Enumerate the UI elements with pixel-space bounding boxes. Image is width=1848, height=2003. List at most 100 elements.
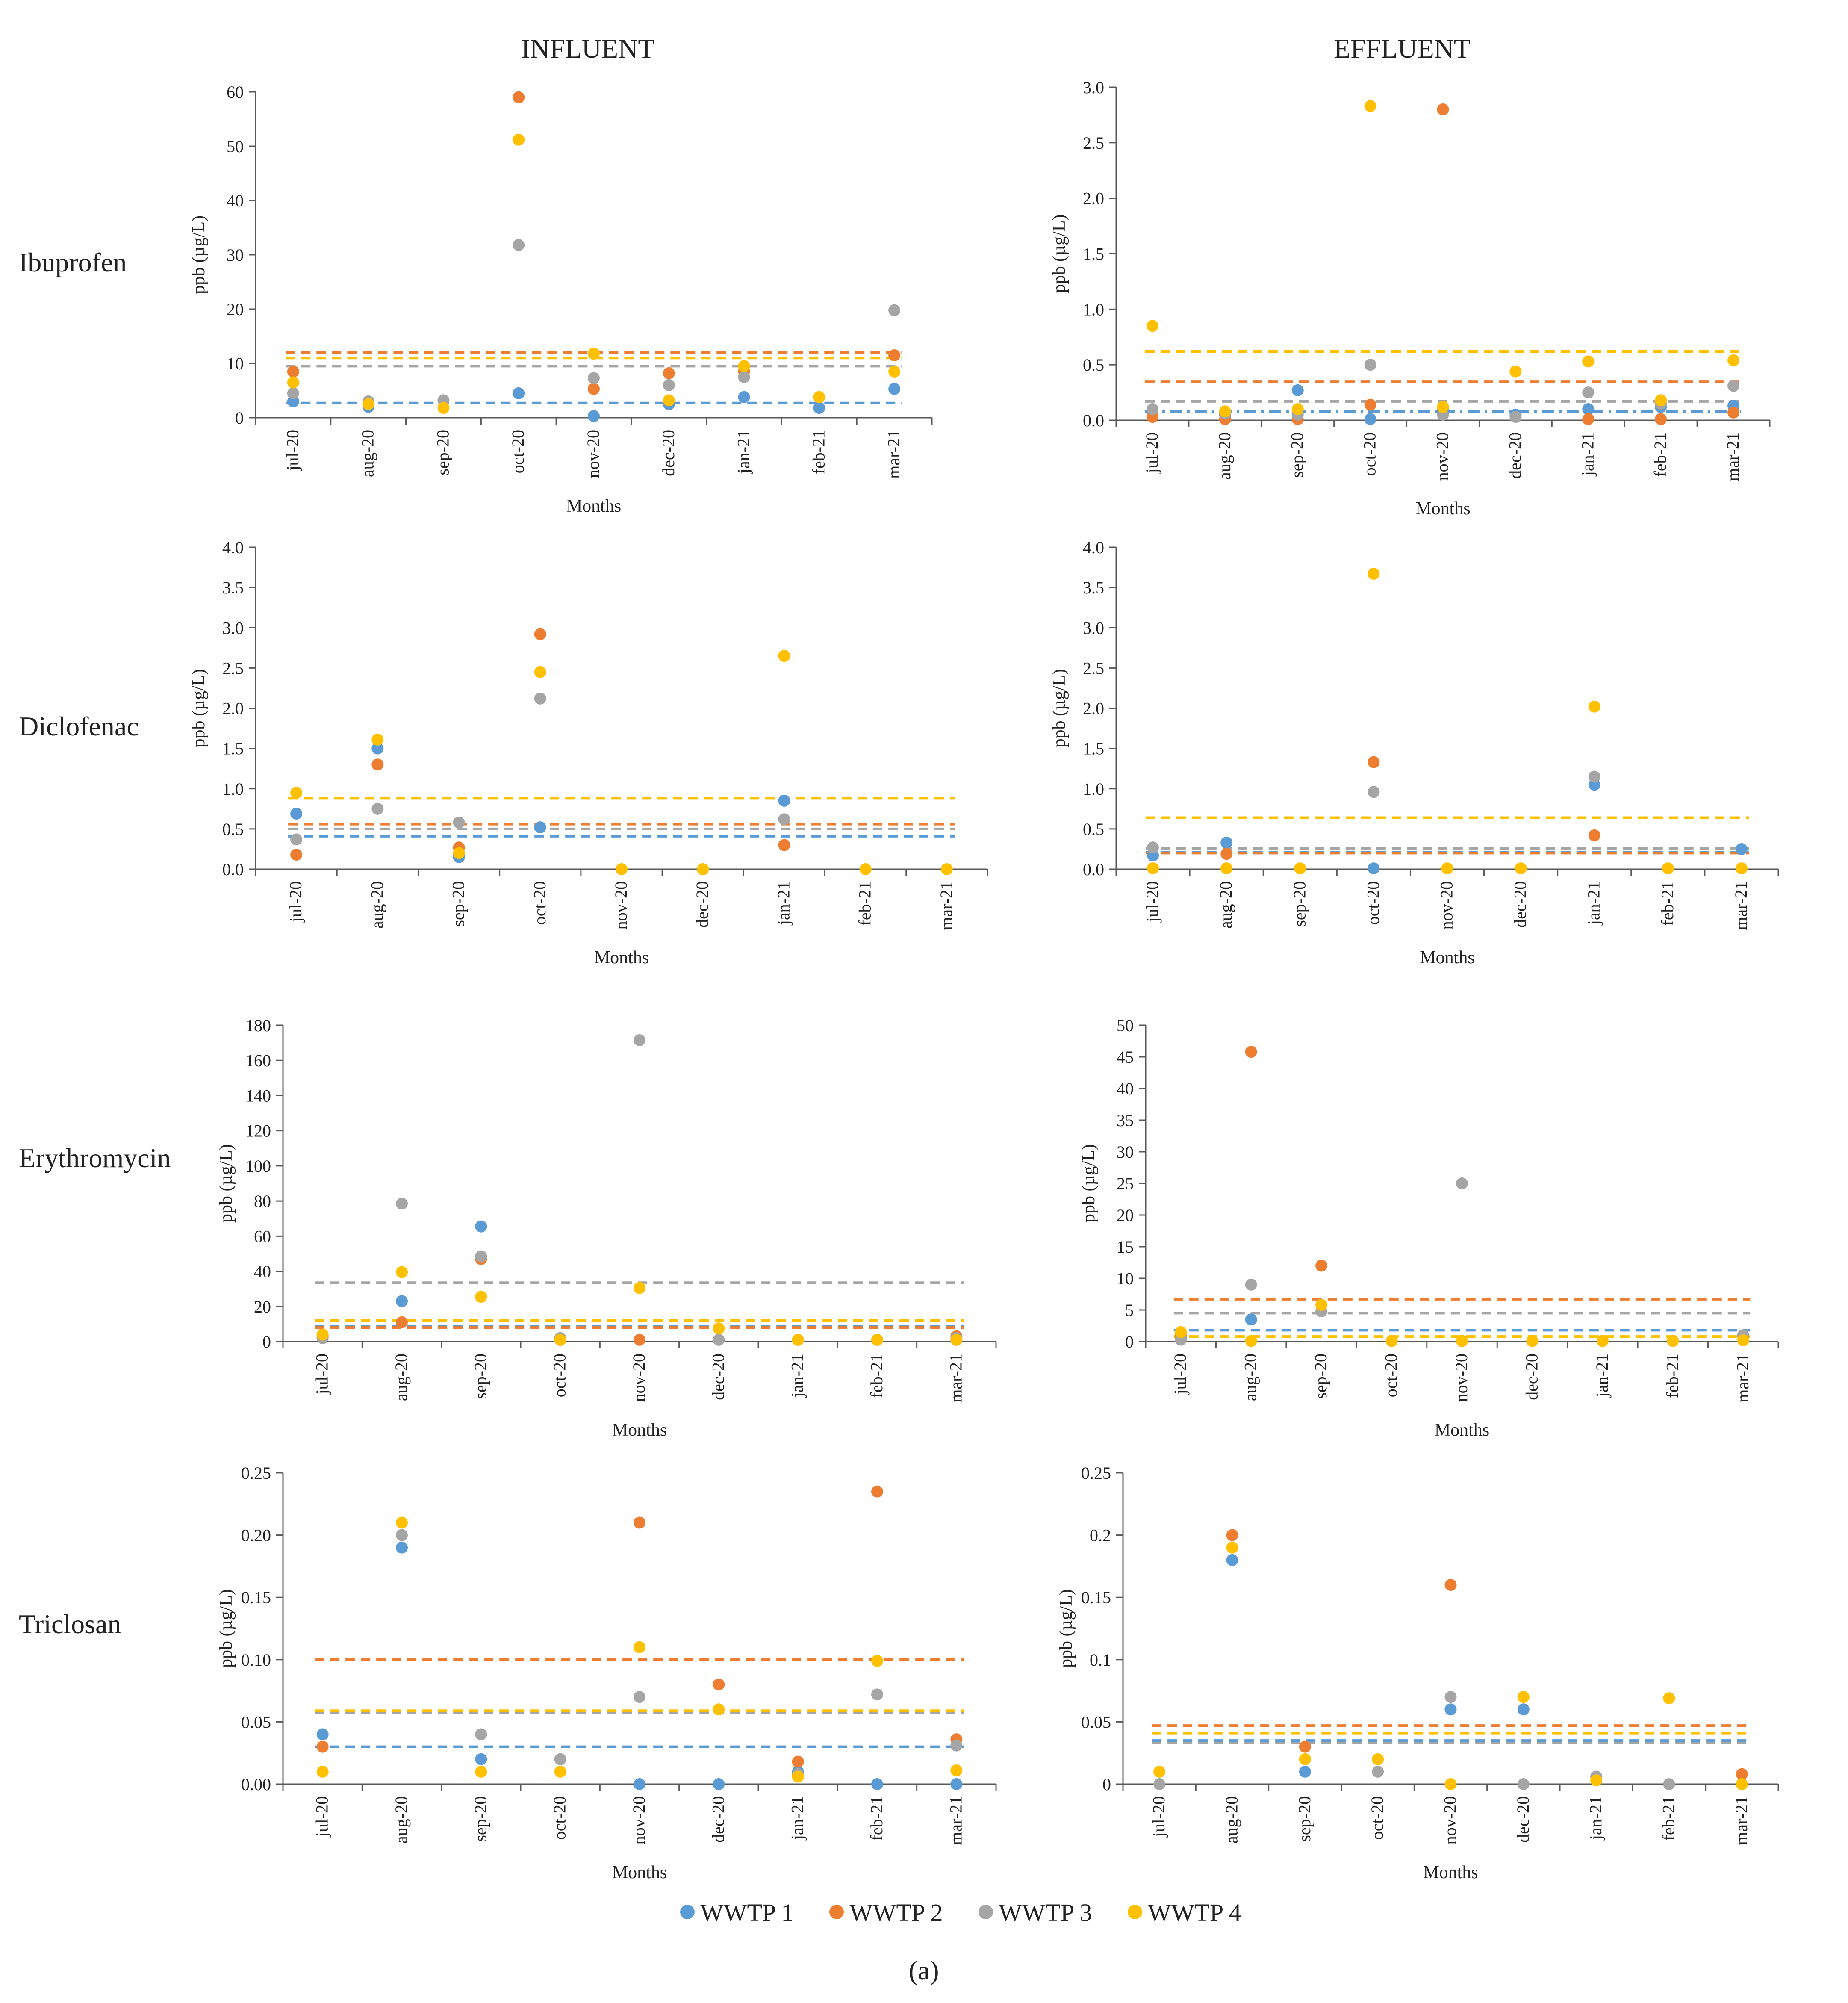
- point-wwtp-4: [1368, 568, 1380, 580]
- x-tick-label: feb-21: [855, 881, 875, 926]
- y-tick-label: 180: [245, 1016, 271, 1035]
- x-tick-label: jan-21: [1584, 881, 1603, 926]
- y-tick-label: 1.0: [1083, 779, 1104, 799]
- point-wwtp-4: [859, 863, 872, 875]
- point-wwtp-3: [287, 387, 299, 399]
- y-tick-label: 50: [227, 137, 244, 156]
- point-wwtp-4: [940, 863, 953, 875]
- y-tick-label: 160: [245, 1051, 271, 1070]
- point-wwtp-2: [634, 1516, 645, 1529]
- chart-triclosan-effluent: 0 0.05 0.1 0.15 0.2 0.25 jul-20 aug-20 sep-20 oct…: [1056, 1463, 1779, 1882]
- y-tick-label: 10: [227, 354, 244, 373]
- point-wwtp-3: [554, 1753, 566, 1765]
- point-wwtp-2: [1444, 1579, 1457, 1591]
- point-wwtp-3: [396, 1529, 408, 1541]
- y-tick-label: 2.5: [222, 658, 244, 678]
- x-tick-label: jan-21: [774, 881, 793, 926]
- x-tick-label: dec-20: [708, 1796, 728, 1843]
- point-wwtp-3: [1368, 786, 1380, 798]
- column-header-effluent: EFFLUENT: [1334, 33, 1471, 64]
- y-tick-label: 60: [227, 83, 244, 102]
- point-wwtp-4: [778, 650, 790, 662]
- x-tick-label: nov-20: [629, 1796, 648, 1844]
- point-wwtp-1: [290, 808, 303, 820]
- x-tick-label: jan-21: [788, 1796, 807, 1841]
- x-tick-label: jan-21: [788, 1354, 807, 1398]
- point-wwtp-3: [475, 1250, 487, 1263]
- x-tick-label: aug-20: [358, 430, 377, 477]
- point-wwtp-4: [1291, 403, 1304, 416]
- y-tick-label: 25: [1117, 1174, 1134, 1193]
- point-wwtp-3: [778, 813, 790, 826]
- y-tick-label: 2.0: [222, 699, 244, 718]
- point-wwtp-4: [1596, 1335, 1609, 1347]
- point-wwtp-4: [1147, 862, 1159, 875]
- point-wwtp-3: [396, 1198, 408, 1210]
- point-wwtp-4: [316, 1765, 329, 1778]
- x-tick-label: oct-20: [530, 881, 549, 925]
- x-tick-label: jan-21: [1592, 1354, 1612, 1398]
- row-label-ibuprofen: Ibuprofen: [19, 247, 127, 277]
- point-wwtp-2: [634, 1333, 645, 1346]
- point-wwtp-3: [1663, 1778, 1675, 1790]
- y-tick-label: 2.5: [1083, 133, 1104, 153]
- point-wwtp-4: [1220, 862, 1233, 875]
- x-tick-label: mar-21: [1732, 1796, 1751, 1845]
- y-tick-label: 2.5: [1083, 658, 1104, 678]
- x-tick-label: jul-20: [1170, 1354, 1190, 1395]
- legend-label-wwtp-1: WWTP 1: [700, 1899, 794, 1926]
- x-axis-title: Months: [1415, 499, 1470, 519]
- legend-marker-wwtp-2: [829, 1905, 844, 1919]
- point-wwtp-3: [534, 692, 546, 705]
- point-wwtp-1: [950, 1778, 963, 1790]
- y-tick-label: 1.5: [222, 739, 244, 758]
- point-wwtp-4: [1364, 100, 1376, 112]
- point-wwtp-1: [1444, 1703, 1457, 1716]
- point-wwtp-4: [554, 1333, 566, 1346]
- point-wwtp-3: [1517, 1778, 1530, 1790]
- point-wwtp-3: [888, 304, 901, 316]
- point-wwtp-4: [1372, 1753, 1384, 1765]
- point-wwtp-4: [513, 133, 525, 146]
- point-wwtp-1: [634, 1778, 645, 1790]
- point-wwtp-4: [1444, 1778, 1457, 1790]
- x-axis-title: Months: [594, 948, 649, 968]
- x-tick-label: jul-20: [286, 881, 305, 923]
- x-tick-label: mar-21: [1731, 881, 1751, 930]
- x-tick-label: aug-20: [1241, 1354, 1260, 1401]
- point-wwtp-3: [1245, 1278, 1257, 1291]
- x-tick-label: nov-20: [611, 881, 631, 929]
- point-wwtp-2: [713, 1679, 725, 1691]
- point-wwtp-4: [1517, 1691, 1530, 1703]
- x-tick-label: feb-21: [1658, 881, 1677, 926]
- point-wwtp-4: [1655, 394, 1667, 407]
- y-axis-title: ppb (µg/L): [1056, 1589, 1076, 1668]
- point-wwtp-1: [316, 1728, 329, 1740]
- x-tick-label: nov-20: [1452, 1354, 1471, 1402]
- point-wwtp-4: [1315, 1299, 1328, 1311]
- point-wwtp-4: [950, 1764, 963, 1776]
- legend-marker-wwtp-1: [680, 1905, 695, 1919]
- point-wwtp-2: [792, 1755, 804, 1768]
- y-tick-label: 0.1: [1090, 1650, 1111, 1670]
- point-wwtp-3: [663, 379, 675, 391]
- point-wwtp-4: [287, 376, 299, 389]
- y-tick-label: 0.25: [241, 1463, 271, 1483]
- point-wwtp-4: [1153, 1765, 1166, 1778]
- point-wwtp-3: [1372, 1765, 1384, 1778]
- point-wwtp-2: [1437, 103, 1449, 115]
- point-wwtp-3: [1146, 403, 1158, 416]
- y-tick-label: 0.0: [1083, 411, 1104, 430]
- point-wwtp-4: [534, 666, 546, 678]
- x-axis-title: Months: [1420, 948, 1474, 968]
- x-tick-label: feb-21: [867, 1796, 886, 1841]
- x-tick-label: oct-20: [550, 1354, 569, 1397]
- point-wwtp-1: [1364, 413, 1376, 425]
- point-wwtp-3: [1444, 1691, 1457, 1703]
- x-tick-label: sep-20: [449, 881, 468, 927]
- point-wwtp-4: [316, 1328, 329, 1341]
- x-tick-label: dec-20: [693, 881, 712, 928]
- point-wwtp-1: [738, 391, 750, 403]
- row-label-erythromycin: Erythromycin: [19, 1143, 171, 1173]
